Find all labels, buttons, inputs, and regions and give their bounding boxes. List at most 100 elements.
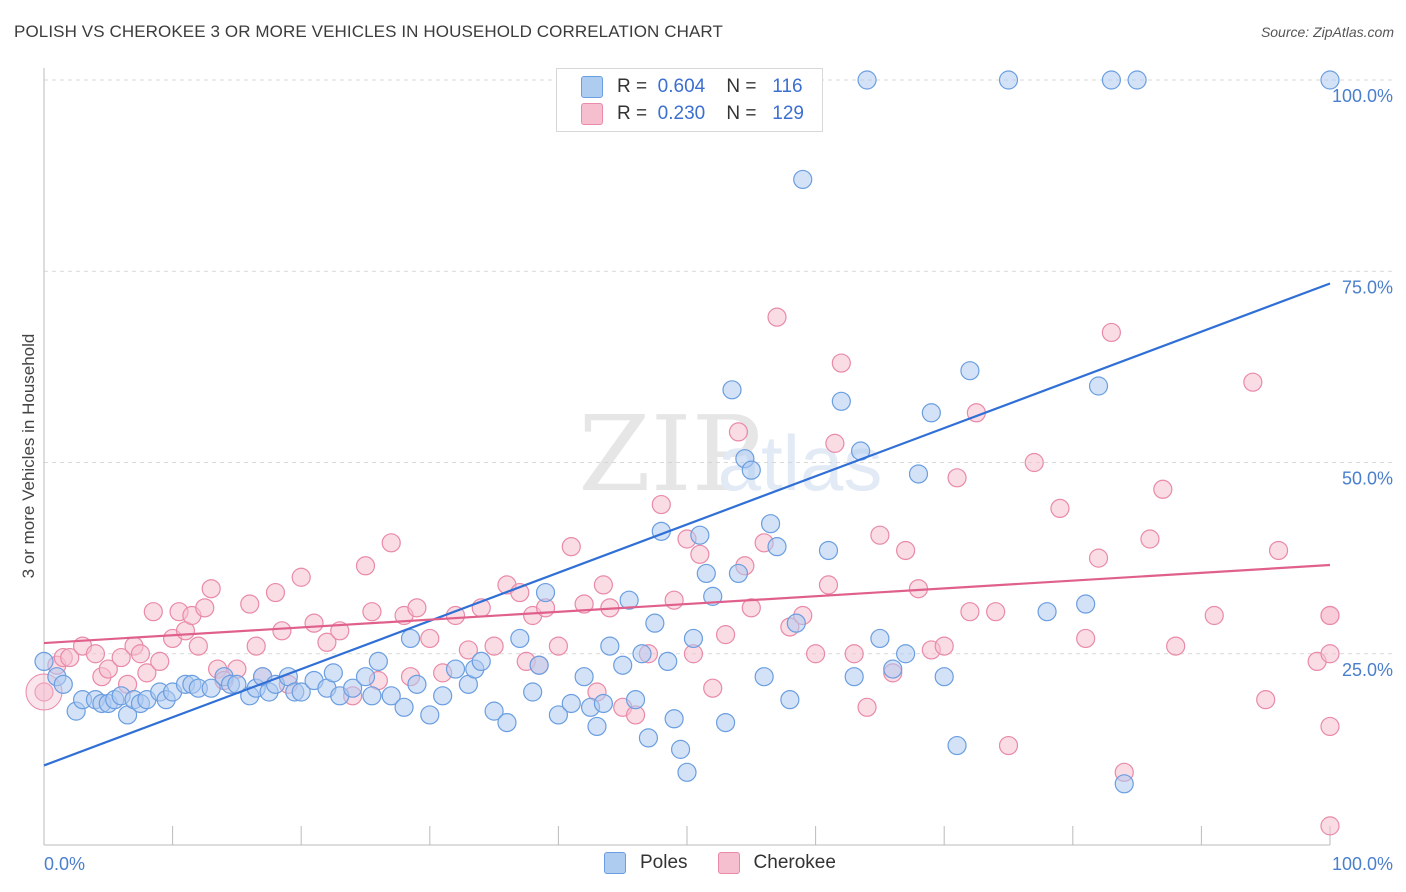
poles-point <box>600 636 620 656</box>
poles-point <box>613 655 633 675</box>
poles-point <box>445 659 466 679</box>
cherokee-point <box>111 647 131 668</box>
poles-trend-line <box>43 282 1331 767</box>
cherokee-point <box>143 602 163 622</box>
cherokee-point <box>272 621 292 641</box>
cherokee-trend-line <box>43 563 1331 645</box>
cherokee-point <box>60 647 80 668</box>
cherokee-point <box>195 598 215 618</box>
legend-n-label: N = <box>726 103 757 124</box>
cherokee-point <box>825 433 845 453</box>
poles-point <box>529 655 549 675</box>
legend-row-poles: R = 0.604 N = 116 <box>581 74 803 100</box>
poles-point <box>690 525 710 545</box>
cherokee-point <box>986 602 1006 622</box>
poles-point <box>960 361 980 381</box>
legend-r-value: 0.230 <box>657 103 706 124</box>
poles-point <box>870 628 890 649</box>
cherokee-point <box>805 644 826 664</box>
legend-r-label: R = <box>617 103 648 124</box>
poles-point <box>535 582 556 603</box>
cherokee-point <box>1320 816 1340 836</box>
cherokee-point <box>407 598 427 618</box>
legend-r-value: 0.604 <box>657 76 706 97</box>
cherokee-point <box>593 575 614 595</box>
cherokee-point <box>1153 479 1173 499</box>
cherokee-point <box>1050 498 1070 518</box>
cherokee-point <box>1204 605 1224 626</box>
cherokee-swatch <box>581 103 603 125</box>
poles-point <box>793 169 813 190</box>
poles-legend-swatch <box>604 852 626 874</box>
cherokee-legend-label: Cherokee <box>753 852 836 873</box>
cherokee-point <box>362 602 382 622</box>
poles-point <box>844 667 864 687</box>
poles-point <box>896 644 916 664</box>
y-tick-label: 100.0% <box>1332 86 1393 106</box>
poles-point <box>664 709 684 729</box>
cherokee-point <box>34 682 54 702</box>
y-tick-label: 75.0% <box>1342 277 1393 297</box>
poles-point <box>201 678 221 698</box>
y-axis-label: 3 or more Vehicles in Household <box>19 334 38 579</box>
poles-point <box>1076 594 1096 614</box>
poles-point <box>355 667 376 687</box>
cherokee-point <box>246 636 266 656</box>
cherokee-point <box>947 468 967 488</box>
cherokee-point <box>265 582 286 603</box>
cherokee-points <box>25 307 1340 836</box>
poles-point <box>638 728 659 748</box>
poles-point <box>998 70 1019 90</box>
poles-point <box>420 705 440 725</box>
poles-point <box>767 537 787 557</box>
poles-point <box>715 712 736 733</box>
cherokee-point <box>1101 322 1121 343</box>
poles-point <box>1320 70 1340 90</box>
chart-title: POLISH VS CHEROKEE 3 OR MORE VEHICLES IN… <box>14 22 723 41</box>
poles-point <box>484 701 504 721</box>
cherokee-point <box>844 644 864 664</box>
poles-point <box>760 514 781 534</box>
cherokee-point <box>1320 605 1340 626</box>
poles-point <box>683 628 704 649</box>
cherokee-point <box>484 636 504 656</box>
poles-point <box>1114 774 1134 794</box>
poles-point <box>394 697 414 717</box>
cherokee-point <box>818 575 839 595</box>
cherokee-point <box>574 594 594 614</box>
bottom-legend-poles: Poles <box>604 852 688 874</box>
cherokee-point <box>561 537 581 557</box>
cherokee-point <box>741 598 761 618</box>
poles-point <box>574 667 594 687</box>
cherokee-point <box>381 533 401 553</box>
legend-box: R = 0.604 N = 116 R = 0.230 N = 129 <box>556 68 823 132</box>
poles-point <box>645 613 665 633</box>
cherokee-point <box>98 659 118 679</box>
cherokee-point <box>651 494 671 515</box>
cherokee-point <box>355 556 376 576</box>
cherokee-point <box>1076 628 1096 649</box>
tick-labels: 25.0% 50.0% 75.0% 100.0% 0.0% 100.0% <box>44 86 1393 874</box>
poles-legend-label: Poles <box>640 852 688 873</box>
cherokee-point <box>548 636 569 656</box>
cherokee-point <box>960 602 980 622</box>
poles-point <box>1088 376 1109 396</box>
poles-point <box>619 590 639 610</box>
poles-point <box>670 739 691 759</box>
poles-point <box>561 693 581 714</box>
poles-point <box>400 628 421 649</box>
cherokee-point <box>1320 716 1340 737</box>
poles-point <box>1101 70 1121 90</box>
poles-point <box>722 380 742 400</box>
cherokee-point <box>317 632 337 652</box>
cherokee-point <box>137 663 157 683</box>
cherokee-point <box>240 594 260 614</box>
poles-point <box>754 667 774 687</box>
poles-point <box>658 651 678 672</box>
poles-point <box>625 690 646 710</box>
poles-point <box>497 712 517 733</box>
cherokee-point <box>150 651 170 672</box>
cherokee-point <box>767 307 787 327</box>
cherokee-point <box>998 735 1019 756</box>
